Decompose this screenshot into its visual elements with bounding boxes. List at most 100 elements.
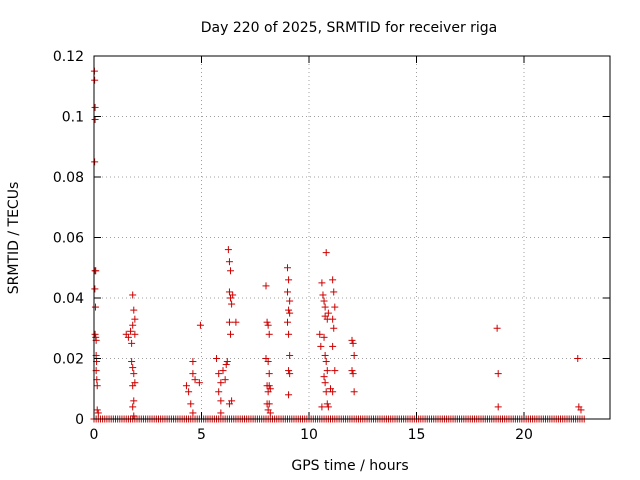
- data-point: [91, 76, 99, 84]
- data-point: [129, 291, 137, 299]
- data-point: [329, 342, 337, 350]
- y-tick-label: 0.06: [53, 231, 84, 247]
- data-point: [285, 276, 293, 284]
- data-point: [91, 103, 99, 111]
- data-point: [217, 409, 225, 417]
- data-point: [329, 315, 337, 323]
- data-point: [284, 264, 291, 272]
- data-point: [264, 358, 272, 366]
- data-point: [131, 315, 139, 323]
- data-point: [129, 382, 137, 390]
- data-point: [93, 382, 101, 390]
- data-point: [322, 358, 330, 366]
- data-point: [182, 382, 190, 390]
- data-point: [286, 351, 294, 359]
- data-point: [266, 409, 274, 417]
- data-point: [494, 370, 502, 378]
- data-point: [91, 158, 99, 166]
- data-point: [129, 321, 137, 329]
- data-point: [348, 336, 356, 344]
- data-point: [217, 379, 225, 387]
- data-point: [329, 276, 337, 284]
- data-point: [227, 330, 235, 338]
- data-point: [285, 367, 293, 375]
- data-point: [91, 285, 99, 293]
- y-tick-label: 0.04: [53, 291, 84, 307]
- data-point: [327, 385, 334, 393]
- data-point: [285, 391, 293, 399]
- data-point: [320, 373, 328, 381]
- data-point: [262, 282, 270, 290]
- data-point: [350, 351, 358, 359]
- data-point: [265, 330, 273, 338]
- data-point: [227, 267, 235, 275]
- data-point: [195, 379, 203, 387]
- data-point: [331, 367, 339, 375]
- axis-ticks: [93, 55, 610, 420]
- data-point: [131, 330, 139, 338]
- data-point: [128, 358, 136, 366]
- data-point: [124, 333, 132, 341]
- data-point: [286, 370, 294, 378]
- data-point: [128, 339, 136, 347]
- data-point: [320, 297, 328, 305]
- data-point: [284, 288, 291, 296]
- data-point: [91, 116, 99, 124]
- data-point: [225, 288, 233, 296]
- data-point: [196, 321, 204, 329]
- data-point: [318, 279, 326, 287]
- data-point: [285, 330, 293, 338]
- plot-frame: [93, 55, 611, 420]
- data-point: [330, 288, 338, 296]
- data-point: [494, 403, 502, 411]
- data-point: [127, 327, 135, 335]
- data-point: [225, 258, 233, 266]
- grid: [94, 56, 610, 419]
- data-point: [130, 412, 138, 420]
- data-point: [225, 318, 233, 326]
- data-point: [331, 303, 339, 311]
- data-point: [263, 318, 271, 326]
- data-point: [330, 324, 338, 332]
- data-point: [130, 306, 138, 314]
- data-point: [189, 409, 197, 417]
- data-point: [350, 388, 358, 396]
- data-point: [349, 370, 357, 378]
- data-point: [213, 355, 221, 362]
- data-point: [93, 406, 101, 414]
- data-point: [323, 367, 331, 375]
- data-point: [322, 388, 330, 396]
- x-tick-labels: 0 5 10 15 20: [90, 427, 533, 443]
- data-point: [318, 403, 326, 411]
- data-point: [91, 330, 99, 338]
- data-point: [324, 403, 332, 411]
- data-point: [316, 330, 324, 338]
- data-point: [228, 300, 236, 308]
- y-tick-labels: 0 0.02 0.04 0.06 0.08 0.1 0.12: [53, 49, 84, 428]
- y-tick-label: 0.1: [62, 110, 84, 126]
- data-point: [189, 358, 197, 366]
- data-point: [219, 367, 227, 375]
- x-tick-label: 15: [408, 427, 426, 443]
- data-point: [92, 303, 100, 311]
- data-point: [215, 388, 223, 396]
- data-point: [223, 358, 231, 366]
- data-point: [189, 370, 197, 378]
- data-point: [228, 397, 236, 405]
- chart-title: Day 220 of 2025, SRMTID for receiver rig…: [201, 20, 498, 36]
- data-point: [286, 297, 294, 305]
- data-point: [215, 370, 223, 378]
- y-tick-label: 0.12: [53, 49, 84, 65]
- data-point: [317, 342, 325, 350]
- data-point: [493, 324, 501, 332]
- y-tick-label: 0.08: [53, 170, 84, 186]
- data-point: [284, 318, 291, 326]
- x-tick-label: 0: [90, 427, 99, 443]
- data-point: [266, 385, 274, 393]
- data-point: [348, 367, 356, 375]
- data-point: [577, 406, 585, 414]
- data-point: [224, 246, 232, 254]
- x-tick-label: 5: [197, 427, 206, 443]
- data-point: [130, 397, 138, 405]
